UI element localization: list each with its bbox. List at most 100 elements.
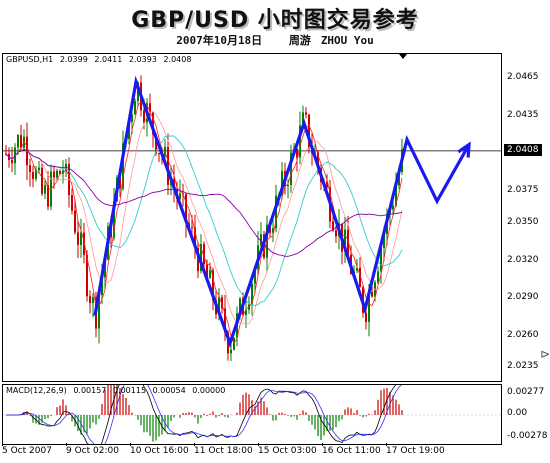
candle-body xyxy=(347,229,349,255)
candle-body xyxy=(335,230,337,237)
candle-body xyxy=(332,221,334,231)
time-tick-label: 16 Oct 11:00 xyxy=(322,446,381,456)
candle-body xyxy=(179,193,181,199)
candle-body xyxy=(380,247,382,272)
candle-body xyxy=(287,184,289,186)
wave-arrow-head xyxy=(457,141,471,158)
macd-label: MACD(12,26,9) 0.00157 0.00115 0.00054 0.… xyxy=(6,386,229,395)
candle-body xyxy=(317,152,319,168)
macd-value-3: 0.00054 xyxy=(152,386,186,395)
candle-body xyxy=(392,205,394,210)
candle-body xyxy=(56,170,58,178)
macd-chart-svg[interactable] xyxy=(3,385,501,444)
chart-shift-marker xyxy=(399,54,407,59)
candle-body xyxy=(200,244,202,272)
cursor-arrow-icon: ⊳ xyxy=(540,347,550,361)
time-tick-label: 17 Oct 19:00 xyxy=(386,446,445,456)
price-tick-label: 2.0235 xyxy=(507,361,539,372)
ohlc-low: 2.0393 xyxy=(128,55,157,64)
price-tick-label: 2.0350 xyxy=(507,216,539,227)
price-chart-svg[interactable] xyxy=(3,54,501,381)
candle-body xyxy=(224,308,226,333)
candle-body xyxy=(164,147,166,157)
candle-body xyxy=(251,283,253,305)
ohlc-close: 2.0408 xyxy=(163,55,192,64)
candle-body xyxy=(218,297,220,315)
macd-value-4: 0.00000 xyxy=(192,386,226,395)
time-tick-mark xyxy=(322,443,323,446)
candle-body xyxy=(71,195,73,211)
candle-body xyxy=(11,160,13,164)
candle-body xyxy=(203,244,205,265)
candle-body xyxy=(326,181,328,188)
candle-body xyxy=(155,134,157,154)
candle-body xyxy=(152,112,154,135)
candle-body xyxy=(227,332,229,354)
candle-body xyxy=(38,167,40,171)
candle-body xyxy=(302,112,304,126)
candle-body xyxy=(260,234,262,246)
candle-body xyxy=(59,170,61,174)
ohlc-open: 2.0399 xyxy=(59,55,88,64)
author-label: 周游 xyxy=(288,34,311,47)
candle-body xyxy=(299,125,301,158)
candle-body xyxy=(305,112,307,115)
candle-body xyxy=(308,114,310,149)
time-tick-mark xyxy=(2,443,3,446)
candle-body xyxy=(29,165,31,173)
candle-body xyxy=(245,309,247,316)
price-tick-label: 2.0465 xyxy=(507,72,539,83)
subtitle: 2007年10月18日 周游 ZHOU You xyxy=(0,32,550,48)
candle-body xyxy=(191,227,193,229)
price-tick-label: 2.0435 xyxy=(507,109,539,120)
price-tick-label: 2.0290 xyxy=(507,292,539,303)
candle-body xyxy=(113,201,115,238)
candle-body xyxy=(44,185,46,194)
candle-body xyxy=(383,234,385,248)
candle-body xyxy=(149,103,151,113)
macd-value-1: 0.00157 xyxy=(73,386,107,395)
candle-body xyxy=(32,172,34,179)
candle-body xyxy=(92,297,94,304)
candle-body xyxy=(98,294,100,329)
macd-panel[interactable]: MACD(12,26,9) 0.00157 0.00115 0.00054 0.… xyxy=(2,384,502,445)
candle-body xyxy=(371,291,373,297)
macd-signal-line xyxy=(6,385,402,444)
time-tick-mark xyxy=(194,443,195,446)
candle-body xyxy=(275,195,277,229)
price-chart-panel[interactable]: GBPUSD,H1 2.0399 2.0411 2.0393 2.0408 xyxy=(2,53,502,382)
time-tick-label: 15 Oct 03:00 xyxy=(258,446,317,456)
price-tick-label: 2.0320 xyxy=(507,254,539,265)
date-label: 2007年10月18日 xyxy=(176,34,263,47)
candle-body xyxy=(185,193,187,224)
time-tick-mark xyxy=(386,443,387,446)
candle-body xyxy=(230,349,232,354)
candle-body xyxy=(212,270,214,301)
price-tick-label: 2.0375 xyxy=(507,185,539,196)
candle-body xyxy=(134,101,136,115)
ma-purple-line xyxy=(5,148,403,257)
candle-body xyxy=(356,267,358,271)
candle-body xyxy=(62,170,64,174)
candle-body xyxy=(17,135,19,148)
current-price-tag: 2.0408 xyxy=(504,143,542,156)
candle-body xyxy=(395,185,397,206)
macd-tick-label: -0.00278 xyxy=(507,431,548,441)
candle-body xyxy=(80,232,82,246)
candle-body xyxy=(197,247,199,272)
candle-body xyxy=(194,228,196,248)
candle-body xyxy=(254,269,256,284)
candle-body xyxy=(290,152,292,185)
candle-body xyxy=(35,170,37,179)
ohlc-high: 2.0411 xyxy=(94,55,123,64)
candle-body xyxy=(206,264,208,279)
time-tick-mark xyxy=(130,443,131,446)
candle-body xyxy=(272,228,274,233)
candle-body xyxy=(20,135,22,148)
candle-body xyxy=(131,114,133,123)
wave-line xyxy=(93,75,471,349)
time-tick-label: 9 Oct 02:00 xyxy=(66,446,119,456)
candle-body xyxy=(158,153,160,155)
candle-body xyxy=(104,259,106,278)
candle-body xyxy=(74,210,76,233)
